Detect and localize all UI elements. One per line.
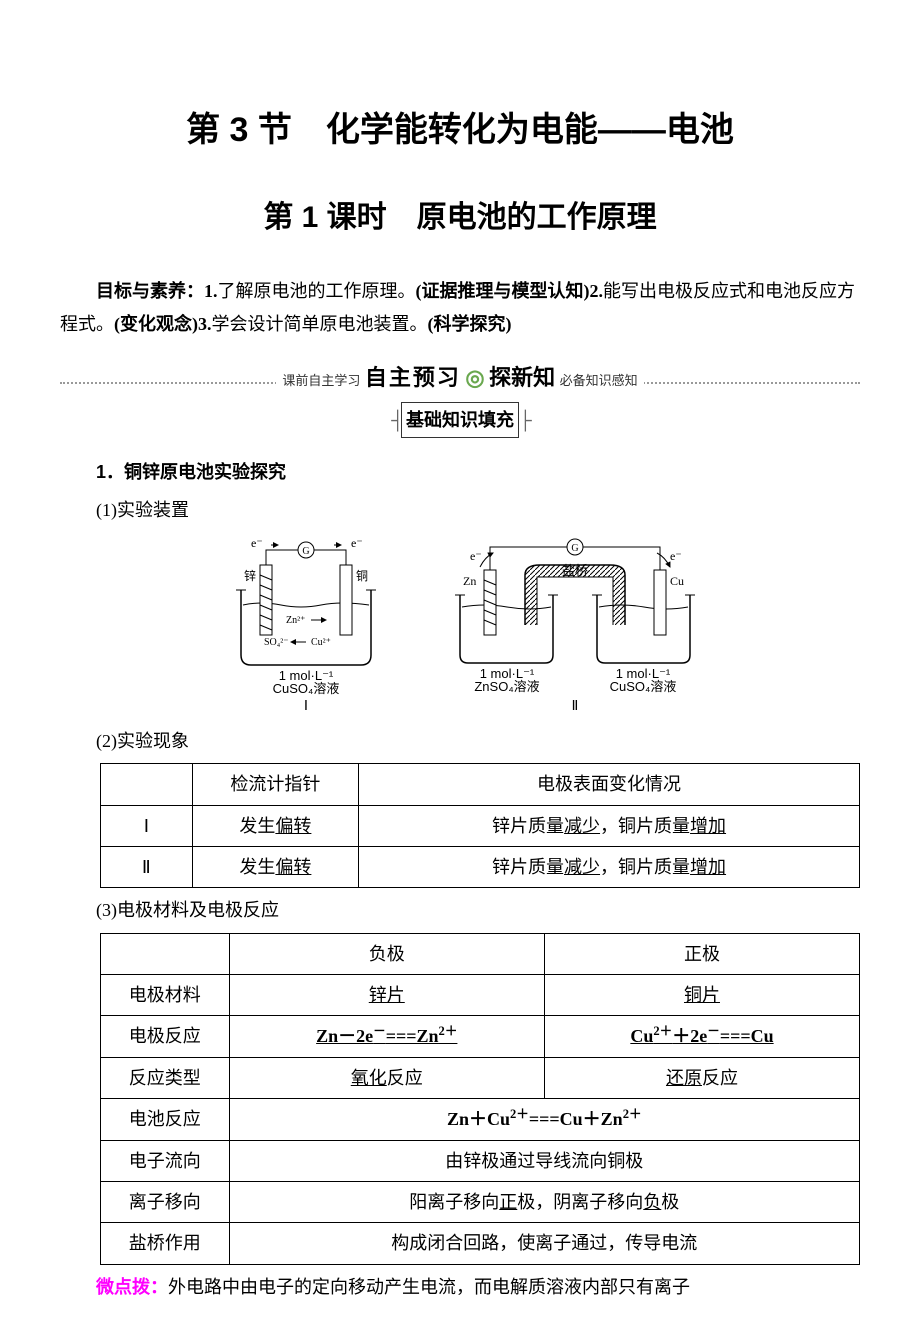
table2-cell: 电池反应 (101, 1099, 230, 1140)
table1-cell: Ⅱ (101, 846, 193, 887)
preview-banner: 课前自主学习 自主预习 ◎ 探新知 必备知识感知 (60, 358, 860, 384)
svg-text:Zn: Zn (463, 574, 476, 588)
tip-text: 外电路中由电子的定向移动产生电流，而电解质溶液内部只有离子 (168, 1277, 690, 1297)
table2-cell: 锌片 (229, 975, 544, 1016)
diagram-1: G e⁻ e⁻ 锌 铜 Zn²⁺ SO₄²⁻ Cu²⁺ 1 mol (216, 535, 396, 715)
table1-header: 检流计指针 (192, 764, 358, 805)
table2-cell: 正极 (544, 933, 859, 974)
sec1-2: (2)实验现象 (60, 725, 860, 757)
diagrams: G e⁻ e⁻ 锌 铜 Zn²⁺ SO₄²⁻ Cu²⁺ 1 mol (60, 535, 860, 715)
table1-cell: 锌片质量减少，铜片质量增加 (359, 805, 860, 846)
table1-header: 电极表面变化情况 (359, 764, 860, 805)
knowledge-label: 基础知识填充 (401, 402, 519, 438)
table1-cell: Ⅰ (101, 805, 193, 846)
banner-left: 课前自主学习 (282, 373, 360, 388)
svg-text:Cu: Cu (670, 574, 684, 588)
table2-cell: Zn－2e－===Zn2＋ (229, 1016, 544, 1057)
table2-cell: 铜片 (544, 975, 859, 1016)
svg-text:锌: 锌 (244, 569, 256, 583)
objectives: 目标与素养：1.了解原电池的工作原理。(证据推理与模型认知)2.能写出电极反应式… (60, 275, 860, 340)
banner-main2: 探新知 (489, 365, 555, 390)
svg-text:Ⅰ: Ⅰ (303, 699, 307, 714)
svg-text:G: G (571, 543, 578, 554)
svg-text:Zn²⁺: Zn²⁺ (286, 615, 305, 626)
table2-cell: 由锌极通过导线流向铜极 (229, 1140, 859, 1181)
svg-text:e⁻: e⁻ (470, 549, 482, 563)
sec1-1: (1)实验装置 (60, 494, 860, 526)
table2-cell: Zn＋Cu2＋===Cu＋Zn2＋ (229, 1099, 859, 1140)
banner-right: 必备知识感知 (560, 373, 638, 388)
svg-text:Ⅱ: Ⅱ (571, 699, 578, 714)
svg-text:盐桥: 盐桥 (561, 563, 587, 578)
svg-text:铜: 铜 (356, 568, 368, 583)
table2-cell: Cu2＋＋2e－===Cu (544, 1016, 859, 1057)
table2-cell: 离子移向 (101, 1182, 230, 1223)
table2-cell: 电极材料 (101, 975, 230, 1016)
svg-text:G: G (302, 546, 309, 557)
table2-cell: 还原反应 (544, 1057, 859, 1098)
table1-cell: 发生偏转 (192, 805, 358, 846)
diagram-2: G e⁻ e⁻ 盐桥 Zn Cu 1 mol·L⁻¹ ZnSO₄ (445, 535, 705, 715)
table2-cell: 反应类型 (101, 1057, 230, 1098)
table-electrodes: 负极正极电极材料锌片铜片电极反应Zn－2e－===Zn2＋Cu2＋＋2e－===… (100, 933, 860, 1265)
table1-header (101, 764, 193, 805)
table2-cell (101, 933, 230, 974)
svg-text:e⁻: e⁻ (251, 536, 263, 550)
svg-text:SO₄²⁻: SO₄²⁻ (264, 637, 289, 648)
sec1-title: 1．铜锌原电池实验探究 (60, 456, 860, 488)
table-phenomena: 检流计指针电极表面变化情况 Ⅰ发生偏转锌片质量减少，铜片质量增加 Ⅱ发生偏转锌片质量… (100, 763, 860, 888)
table2-cell: 阳离子移向正极，阴离子移向负极 (229, 1182, 859, 1223)
main-title: 第 3 节 化学能转化为电能——电池 (60, 100, 860, 161)
table2-cell: 电子流向 (101, 1140, 230, 1181)
svg-text:Cu²⁺: Cu²⁺ (311, 637, 331, 648)
sec1-3: (3)电极材料及电极反应 (60, 894, 860, 926)
tip-label: 微点拨： (96, 1277, 168, 1297)
table1-cell: 锌片质量减少，铜片质量增加 (359, 846, 860, 887)
table2-cell: 负极 (229, 933, 544, 974)
svg-text:e⁻: e⁻ (351, 536, 363, 550)
table1-cell: 发生偏转 (192, 846, 358, 887)
tip-line: 微点拨：外电路中由电子的定向移动产生电流，而电解质溶液内部只有离子 (60, 1271, 860, 1303)
svg-text:ZnSO₄溶液: ZnSO₄溶液 (474, 679, 539, 694)
svg-text:CuSO₄溶液: CuSO₄溶液 (609, 679, 676, 694)
knowledge-box: ┤基础知识填充├ (60, 402, 860, 438)
table2-cell: 氧化反应 (229, 1057, 544, 1098)
svg-text:CuSO₄溶液: CuSO₄溶液 (272, 681, 339, 696)
banner-sep: ◎ (465, 365, 484, 390)
table2-cell: 构成闭合回路，使离子通过，传导电流 (229, 1223, 859, 1264)
sub-title: 第 1 课时 原电池的工作原理 (60, 191, 860, 245)
svg-text:e⁻: e⁻ (670, 549, 682, 563)
table2-cell: 盐桥作用 (101, 1223, 230, 1264)
table2-cell: 电极反应 (101, 1016, 230, 1057)
banner-main1: 自主预习 (365, 365, 461, 390)
